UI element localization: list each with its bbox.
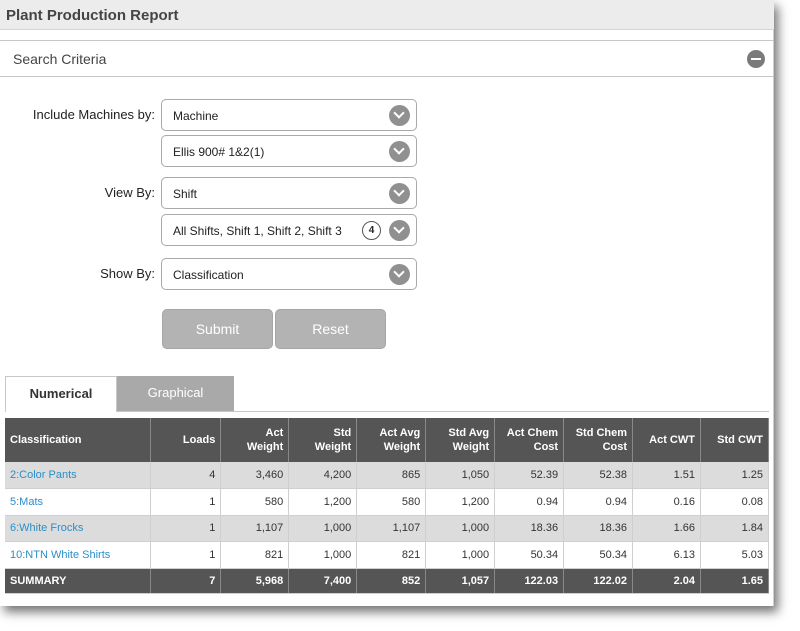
table-cell: 1,000	[425, 541, 496, 569]
chevron-down-icon[interactable]	[389, 264, 410, 285]
col-header[interactable]: Std Avg Weight	[425, 418, 496, 462]
show-by-value: Classification	[173, 268, 244, 282]
machine-select[interactable]: Ellis 900# 1&2(1)	[161, 135, 417, 167]
table-cell: 1,000	[425, 515, 496, 542]
table-cell: 821	[220, 541, 290, 569]
shifts-select[interactable]: All Shifts, Shift 1, Shift 2, Shift 3 4	[161, 214, 417, 246]
classification-link[interactable]: 10:NTN White Shirts	[5, 541, 152, 569]
classification-link[interactable]: 2:Color Pants	[5, 462, 152, 489]
summary-cell: SUMMARY	[5, 568, 152, 594]
col-header[interactable]: Std CWT	[700, 418, 770, 462]
selected-count-badge: 4	[362, 221, 381, 240]
table-cell: 865	[356, 462, 427, 489]
table-cell: 821	[356, 541, 427, 569]
view-by-value: Shift	[173, 187, 198, 201]
classification-link[interactable]: 6:White Frocks	[5, 515, 152, 542]
table-cell: 1,107	[220, 515, 290, 542]
summary-row: SUMMARY 7 5,968 7,400 852 1,057 122.03 1…	[5, 568, 770, 594]
table-cell: 1,000	[288, 541, 358, 569]
table-cell: 1.25	[700, 462, 770, 489]
machine-type-select[interactable]: Machine	[161, 99, 417, 131]
table-cell: 0.08	[700, 488, 770, 516]
tab-divider	[117, 411, 769, 412]
submit-button[interactable]: Submit	[162, 309, 273, 349]
classification-link[interactable]: 5:Mats	[5, 488, 152, 516]
table-cell: 1	[150, 515, 222, 542]
table-cell: 1.51	[632, 462, 701, 489]
table-cell: 580	[220, 488, 290, 516]
col-header[interactable]: Std Weight	[288, 418, 358, 462]
table-cell: 18.36	[494, 515, 565, 542]
table-cell: 1,200	[425, 488, 496, 516]
col-header[interactable]: Classification	[5, 418, 152, 462]
table-cell: 3,460	[220, 462, 290, 489]
table-row: 6:White Frocks 1 1,107 1,000 1,107 1,000…	[5, 515, 770, 542]
col-header[interactable]: Act CWT	[632, 418, 701, 462]
tab-graphical[interactable]: Graphical	[117, 376, 234, 412]
table-cell: 6.13	[632, 541, 701, 569]
table-row: 5:Mats 1 580 1,200 580 1,200 0.94 0.94 0…	[5, 488, 770, 516]
summary-cell: 5,968	[220, 568, 290, 594]
table-row: 10:NTN White Shirts 1 821 1,000 821 1,00…	[5, 541, 770, 569]
summary-cell: 852	[356, 568, 427, 594]
reset-button[interactable]: Reset	[275, 309, 386, 349]
search-criteria-label: Search Criteria	[13, 51, 107, 67]
chevron-down-icon[interactable]	[389, 141, 410, 162]
table-cell: 1.66	[632, 515, 701, 542]
table-cell: 52.38	[563, 462, 634, 489]
page-title: Plant Production Report	[0, 0, 774, 30]
tab-numerical[interactable]: Numerical	[5, 376, 117, 412]
show-by-select[interactable]: Classification	[161, 258, 417, 290]
table-cell: 50.34	[563, 541, 634, 569]
col-header[interactable]: Loads	[150, 418, 222, 462]
machine-type-value: Machine	[173, 109, 219, 123]
table-cell: 1,000	[288, 515, 358, 542]
production-table: Classification Loads Act Weight Std Weig…	[5, 418, 770, 594]
table-cell: 18.36	[563, 515, 634, 542]
table-cell: 5.03	[700, 541, 770, 569]
col-header[interactable]: Act Weight	[220, 418, 290, 462]
col-header[interactable]: Act Avg Weight	[356, 418, 427, 462]
summary-cell: 2.04	[632, 568, 701, 594]
table-cell: 1,050	[425, 462, 496, 489]
summary-cell: 122.02	[563, 568, 634, 594]
search-criteria-header[interactable]: Search Criteria	[0, 40, 774, 77]
table-cell: 1,200	[288, 488, 358, 516]
table-cell: 1,107	[356, 515, 427, 542]
table-row: 2:Color Pants 4 3,460 4,200 865 1,050 52…	[5, 462, 770, 489]
table-cell: 580	[356, 488, 427, 516]
view-by-select[interactable]: Shift	[161, 177, 417, 209]
table-cell: 1.84	[700, 515, 770, 542]
summary-cell: 1,057	[425, 568, 496, 594]
include-machines-label: Include Machines by:	[32, 107, 155, 122]
summary-cell: 7	[150, 568, 222, 594]
collapse-icon[interactable]	[747, 50, 765, 68]
col-header[interactable]: Act Chem Cost	[494, 418, 565, 462]
chevron-down-icon[interactable]	[389, 220, 410, 241]
table-cell: 0.16	[632, 488, 701, 516]
table-cell: 50.34	[494, 541, 565, 569]
table-cell: 0.94	[563, 488, 634, 516]
table-cell: 4,200	[288, 462, 358, 489]
report-panel: Plant Production Report Search Criteria …	[0, 0, 774, 606]
table-cell: 1	[150, 488, 222, 516]
table-cell: 4	[150, 462, 222, 489]
summary-cell: 1.65	[700, 568, 770, 594]
table-cell: 1	[150, 541, 222, 569]
summary-cell: 122.03	[494, 568, 565, 594]
show-by-label: Show By:	[100, 266, 155, 281]
chevron-down-icon[interactable]	[389, 183, 410, 204]
chevron-down-icon[interactable]	[389, 105, 410, 126]
col-header[interactable]: Std Chem Cost	[563, 418, 634, 462]
summary-cell: 7,400	[288, 568, 358, 594]
shifts-value: All Shifts, Shift 1, Shift 2, Shift 3	[173, 224, 342, 238]
view-by-label: View By:	[104, 185, 155, 200]
table-cell: 0.94	[494, 488, 565, 516]
machine-value: Ellis 900# 1&2(1)	[173, 145, 265, 159]
table-header-row: Classification Loads Act Weight Std Weig…	[5, 418, 770, 462]
table-cell: 52.39	[494, 462, 565, 489]
